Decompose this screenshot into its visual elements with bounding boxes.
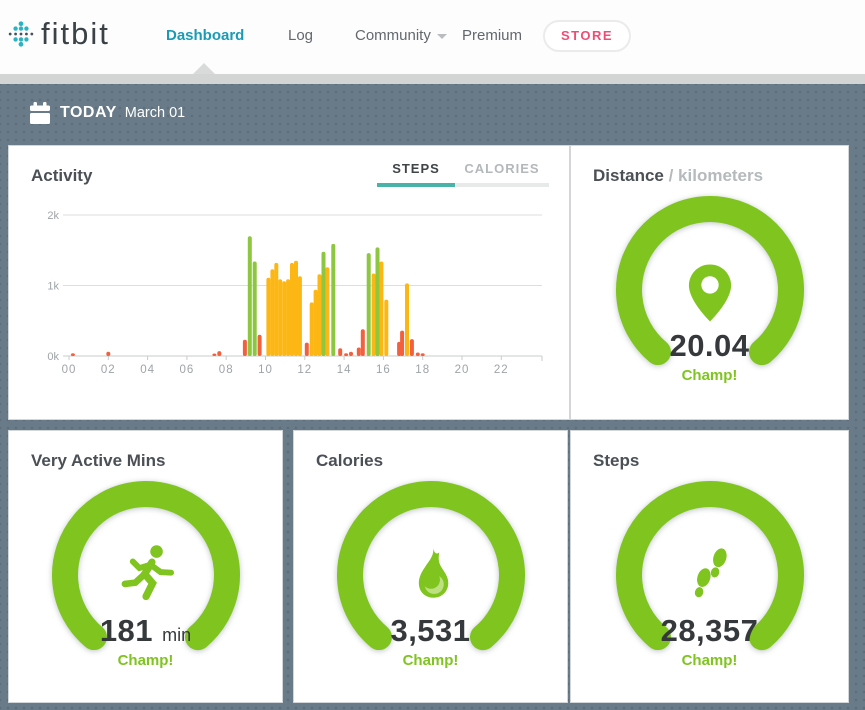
very-active-mins-card[interactable]: Very Active Mins 181 min Champ! [8,430,283,703]
distance-unit-label: / kilometers [663,166,764,185]
calories-value: 3,531 [390,613,471,648]
distance-title: Distance / kilometers [593,166,764,185]
nav-item-premium[interactable]: Premium [462,27,523,44]
svg-text:20: 20 [455,364,470,376]
dashboard-content: TODAY March 01 Activity STEPS CALORIES 0… [0,84,865,710]
nav-item-community[interactable]: Community [355,27,447,44]
svg-text:22: 22 [494,364,509,376]
very-active-mins-gauge-arc [51,481,240,669]
top-navigation: fitbit Dashboard Log Community Premium S… [0,0,865,74]
svg-text:18: 18 [415,364,430,376]
very-active-mins-title: Very Active Mins [31,451,166,470]
tab-steps[interactable]: STEPS [377,161,455,187]
calories-status-badge: Champ! [402,652,459,669]
activity-tabs: STEPS CALORIES [377,161,549,187]
nav-item-log[interactable]: Log [288,27,314,44]
steps-title: Steps [593,451,640,470]
date-bar[interactable]: TODAY March 01 [30,102,185,124]
runner-icon [121,545,174,601]
activity-card: Activity STEPS CALORIES 0k 1k 2k 00 02 04 06 08… [8,145,570,420]
svg-text:14: 14 [337,364,352,376]
very-active-mins-status-badge: Champ! [117,652,174,669]
calories-card[interactable]: Calories 3,531 Champ! [293,430,568,703]
svg-text:00: 00 [62,364,77,376]
today-label: TODAY [60,104,117,121]
nav-item-dashboard[interactable]: Dashboard [166,27,245,44]
svg-text:1k: 1k [47,281,59,293]
svg-text:12: 12 [297,364,312,376]
steps-value: 28,357 [660,613,759,648]
distance-card[interactable]: Distance / kilometers 20.04 Champ! [570,145,849,420]
logo-wordmark: fitbit [41,16,110,51]
fitbit-logo[interactable]: fitbit [8,16,110,52]
svg-text:02: 02 [101,364,116,376]
svg-text:10: 10 [258,364,273,376]
nav-bottom-strip [0,74,865,84]
very-active-mins-value: 181 min [99,613,192,648]
steps-card[interactable]: Steps 28,357 Champ! [570,430,849,703]
fitbit-spark-icon [8,21,34,47]
active-tab-caret [193,63,215,74]
distance-status-badge: Champ! [681,367,738,384]
store-button[interactable]: STORE [543,20,631,52]
distance-value: 20.04 [669,328,750,363]
svg-text:04: 04 [140,364,155,376]
chevron-down-icon [436,33,447,39]
svg-text:08: 08 [219,364,234,376]
calendar-icon [30,102,50,124]
distance-gauge-arc [615,196,804,384]
map-pin-icon [688,264,731,322]
svg-text:06: 06 [180,364,195,376]
steps-gauge-arc [615,481,804,669]
footprints-icon [694,548,727,598]
svg-text:16: 16 [376,364,391,376]
svg-text:0k: 0k [47,351,59,363]
svg-text:2k: 2k [47,210,59,222]
calories-title: Calories [316,451,384,470]
steps-status-badge: Champ! [681,652,738,669]
activity-bar-chart: 0k 1k 2k 00 02 04 06 08 10 12 14 16 18 20 22 [47,210,543,376]
flame-icon [418,545,448,598]
activity-title: Activity [31,166,93,185]
very-active-mins-unit: min [162,625,192,645]
tab-calories[interactable]: CALORIES [455,161,549,187]
current-date: March 01 [124,105,186,121]
calories-gauge-arc [336,481,525,669]
